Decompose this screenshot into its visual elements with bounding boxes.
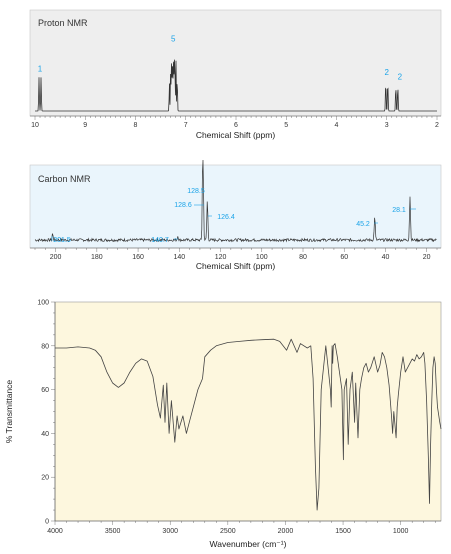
proton-peak-label: 2 — [398, 73, 403, 82]
ir-y-tick-label: 100 — [37, 300, 49, 307]
proton-panel-bg — [29, 9, 442, 117]
proton-tick-label: 10 — [31, 122, 39, 129]
carbon-peak-label: 201.5 — [53, 237, 71, 244]
proton-tick-label: 2 — [435, 122, 439, 129]
carbon-tick-label: 80 — [299, 254, 307, 261]
carbon-peak-label: 140.7 — [151, 237, 169, 244]
carbon-tick-label: 180 — [91, 254, 103, 261]
carbon-tick-label: 200 — [50, 254, 62, 261]
ir-y-tick-label: 20 — [41, 475, 49, 482]
proton-peak-label: 5 — [171, 34, 176, 43]
proton-tick-label: 9 — [83, 122, 87, 129]
proton-tick-label: 6 — [234, 122, 238, 129]
carbon-tick-label: 160 — [132, 254, 144, 261]
ir-x-tick-label: 3000 — [162, 528, 178, 535]
proton-tick-label: 8 — [134, 122, 138, 129]
ir-x-tick-label: 4000 — [47, 528, 63, 535]
carbon-peak-label: 28.1 — [392, 207, 406, 214]
carbon-spectrum-trace — [34, 159, 437, 243]
ir-x-label: Wavenumber (cm⁻¹) — [210, 539, 287, 549]
ir-y-tick-label: 60 — [41, 387, 49, 394]
ir-x-tick-label: 2500 — [220, 528, 236, 535]
ir-spectrum-trace — [55, 338, 442, 511]
carbon-tick-label: 20 — [423, 254, 431, 261]
proton-title: Proton NMR — [38, 18, 88, 28]
carbon-x-label: Chemical Shift (ppm) — [196, 261, 276, 271]
ir-x-tick-label: 2000 — [278, 528, 294, 535]
ir-y-label: % Transmittance — [4, 380, 14, 444]
carbon-tick-label: 100 — [256, 254, 268, 261]
carbon-tick-label: 140 — [173, 254, 185, 261]
proton-tick-label: 3 — [385, 122, 389, 129]
ir-plot-area — [54, 301, 442, 522]
proton-peak-label: 2 — [385, 68, 390, 77]
carbon-tick-label: 40 — [382, 254, 390, 261]
ir-x-tick-label: 3500 — [105, 528, 121, 535]
proton-x-label: Chemical Shift (ppm) — [196, 130, 276, 140]
proton-tick-label: 4 — [335, 122, 339, 129]
carbon-peak-label: 126.4 — [217, 214, 235, 221]
carbon-peak-label: 128.5 — [187, 188, 205, 195]
carbon-tick-label: 60 — [340, 254, 348, 261]
carbon-panel-bg — [29, 164, 442, 249]
proton-spectrum-trace — [35, 59, 437, 112]
carbon-tick-label: 120 — [215, 254, 227, 261]
proton-tick-label: 7 — [184, 122, 188, 129]
ir-x-tick-label: 1500 — [335, 528, 351, 535]
ir-y-tick-label: 0 — [45, 519, 49, 526]
carbon-peak-label: 45.2 — [356, 221, 370, 228]
carbon-peak-label: 128.6 — [174, 202, 192, 209]
proton-peak-label: 1 — [38, 64, 43, 73]
ir-x-tick-label: 1000 — [393, 528, 409, 535]
ir-y-tick-label: 40 — [41, 431, 49, 438]
proton-tick-label: 5 — [284, 122, 288, 129]
ir-y-tick-label: 80 — [41, 343, 49, 350]
carbon-title: Carbon NMR — [38, 174, 91, 184]
